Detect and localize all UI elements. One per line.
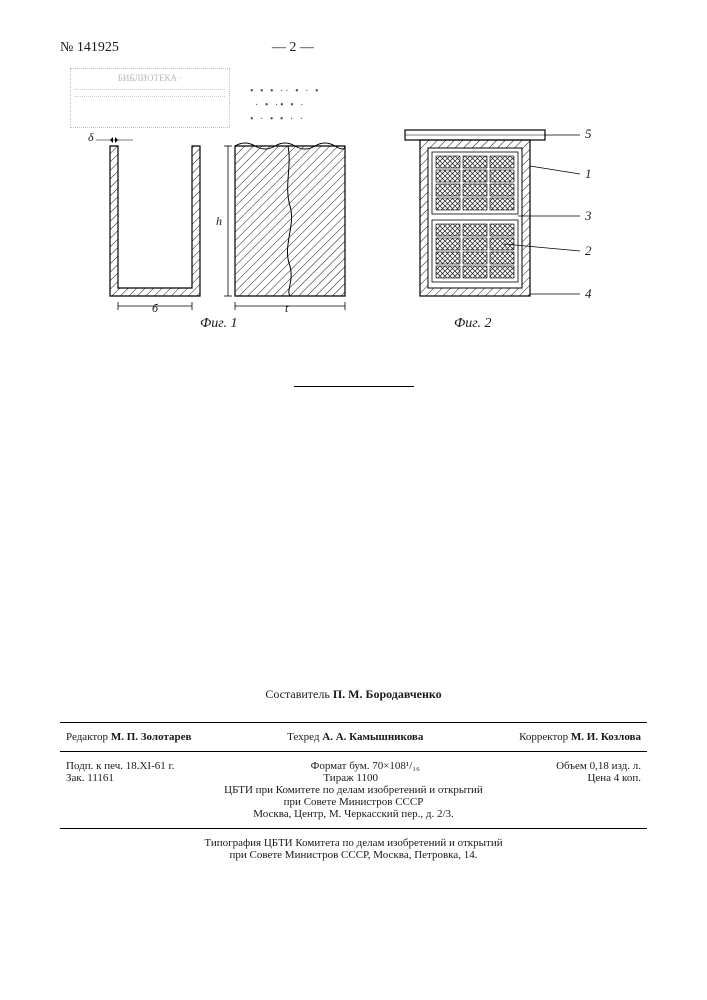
corrector: Корректор М. И. Козлова (519, 731, 641, 743)
divider (60, 722, 647, 723)
fig1-label: Фиг. 1 (200, 316, 238, 332)
callout-1: 1 (585, 166, 592, 182)
techred-name: А. А. Камышникова (322, 731, 423, 743)
price: Цена 4 коп. (587, 772, 641, 784)
compiler-name: П. М. Бородавченко (333, 687, 442, 701)
compiler-label: Составитель (265, 687, 329, 701)
address: Москва, Центр, М. Черкасский пер., д. 2/… (60, 808, 647, 820)
paper-format: Формат бум. 70×108¹/₁₆ (311, 760, 420, 772)
org-line-2: при Совете Министров СССР (60, 796, 647, 808)
dim-t: t (285, 301, 288, 316)
fig2 (405, 130, 580, 296)
typo-line-2: при Совете Министров СССР, Москва, Петро… (60, 849, 647, 861)
signed-date: Подп. к печ. 18.XI-61 г. (66, 760, 175, 772)
callout-4: 4 (585, 286, 592, 302)
fig2-label: Фиг. 2 (454, 316, 492, 332)
editor: Редактор М. П. Золотарев (66, 731, 191, 743)
divider (60, 751, 647, 752)
compiler-line: Составитель П. М. Бородавченко (60, 687, 647, 702)
org-line-1: ЦБТИ при Комитете по делам изобретений и… (60, 784, 647, 796)
callout-2: 2 (585, 243, 592, 259)
corrector-label: Корректор (519, 731, 568, 743)
page: № 141925 — 2 — БИБЛИОТЕКА · • • • ·· • ·… (0, 0, 707, 1000)
page-header: № 141925 — 2 — (60, 40, 647, 56)
doc-number: № 141925 (60, 40, 119, 56)
typo-line-1: Типография ЦБТИ Комитета по делам изобре… (60, 837, 647, 849)
credits-row: Редактор М. П. Золотарев Техред А. А. Ка… (60, 731, 647, 743)
corrector-name: М. И. Козлова (571, 731, 641, 743)
page-marker: — 2 — (272, 40, 314, 56)
callout-5: 5 (585, 126, 592, 142)
tirazh: Тираж 1100 (323, 772, 378, 784)
order-number: Зак. 11161 (66, 772, 114, 784)
figures-block: δ б t h 5 1 3 2 4 Фиг. 1 Фиг. 2 (60, 76, 647, 356)
techred: Техред А. А. Камышникова (287, 731, 423, 743)
editor-name: М. П. Золотарев (111, 731, 192, 743)
techred-label: Техред (287, 731, 319, 743)
fig1-left (96, 137, 200, 310)
callout-3: 3 (585, 208, 592, 224)
figures-svg (60, 76, 646, 336)
typography-info: Типография ЦБТИ Комитета по делам изобре… (60, 837, 647, 861)
volume: Объем 0,18 изд. л. (556, 760, 641, 772)
dim-h: h (216, 214, 222, 229)
divider-short (294, 386, 414, 387)
divider (60, 828, 647, 829)
editor-label: Редактор (66, 731, 108, 743)
dim-b: б (152, 301, 158, 316)
publication-info: Подп. к печ. 18.XI-61 г. Формат бум. 70×… (60, 760, 647, 820)
fig1-right (224, 143, 345, 310)
dim-delta: δ (88, 130, 94, 145)
